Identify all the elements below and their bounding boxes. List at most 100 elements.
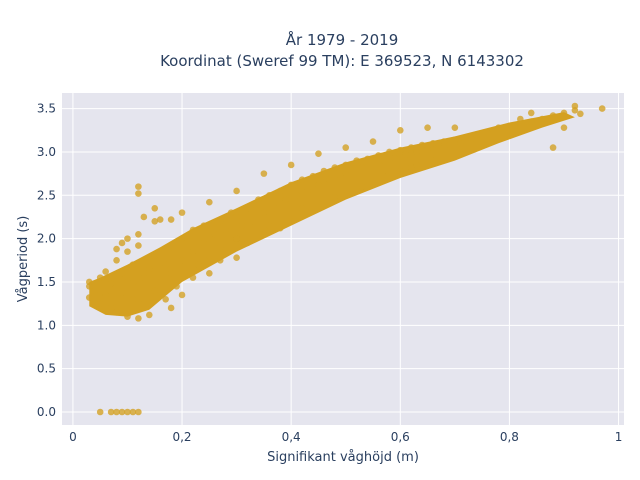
data-point — [146, 311, 153, 319]
data-point — [424, 146, 431, 153]
data-point — [178, 209, 186, 216]
data-point — [189, 248, 197, 255]
data-point — [457, 139, 464, 147]
data-point — [156, 278, 164, 286]
x-tick-label: 0,6 — [391, 430, 410, 444]
data-point — [167, 270, 175, 277]
data-point — [118, 270, 126, 277]
x-axis-title: Signifikant våghöjd (m) — [267, 450, 419, 465]
data-point — [96, 300, 104, 307]
data-point — [102, 268, 109, 275]
data-point — [402, 151, 410, 158]
data-point — [549, 112, 557, 119]
data-point — [276, 224, 284, 232]
data-point — [331, 164, 339, 171]
data-point — [342, 144, 350, 151]
data-point — [151, 287, 159, 294]
data-point — [577, 110, 584, 118]
data-point — [320, 200, 328, 208]
data-point — [309, 172, 317, 180]
data-point — [222, 226, 229, 234]
x-tick-label: 0,8 — [500, 430, 519, 444]
data-point — [124, 235, 131, 242]
data-point — [517, 120, 524, 128]
data-point — [140, 300, 148, 307]
data-point — [135, 190, 142, 197]
density-cloud — [89, 112, 575, 317]
data-point — [118, 239, 126, 247]
data-point — [266, 222, 273, 229]
data-point — [298, 176, 306, 183]
data-point — [326, 176, 333, 183]
data-point — [440, 138, 448, 145]
data-point — [560, 124, 568, 131]
data-point — [320, 167, 328, 175]
data-point — [527, 109, 535, 117]
data-point — [484, 129, 491, 137]
data-point — [156, 216, 164, 223]
data-point — [342, 191, 350, 199]
tick-labels: 0 0,2 0,4 0,6 0,8 1 0.0 0.5 1.0 1.5 2.0 2.5 3.0 3.5 — [37, 102, 622, 444]
x-tick-label: 0 — [69, 430, 77, 444]
data-point — [238, 222, 246, 229]
data-point — [527, 118, 535, 125]
data-point — [571, 102, 579, 110]
y-tick-label: 2.0 — [37, 232, 56, 246]
y-tick-label: 3.0 — [37, 145, 56, 159]
data-point — [167, 216, 175, 223]
data-point — [506, 122, 513, 130]
y-tick-label: 3.5 — [37, 102, 56, 116]
data-point — [113, 245, 120, 253]
data-point — [287, 161, 295, 169]
data-point — [135, 230, 142, 238]
data-point — [538, 115, 546, 123]
data-point — [195, 261, 202, 268]
data-point — [140, 213, 148, 221]
y-tick-label: 2.5 — [37, 188, 56, 202]
data-point — [424, 124, 431, 131]
data-point — [467, 135, 475, 143]
data-point — [107, 280, 115, 288]
data-point — [473, 131, 480, 138]
data-point — [140, 274, 148, 281]
data-point — [342, 161, 350, 169]
data-point — [189, 226, 197, 234]
data-point — [178, 257, 186, 264]
data-point — [407, 144, 415, 151]
data-point — [227, 209, 235, 216]
data-point — [151, 252, 159, 260]
data-point — [429, 157, 437, 164]
data-point — [271, 204, 279, 212]
data-points — [85, 102, 606, 416]
data-point — [96, 274, 104, 281]
data-point — [435, 143, 442, 151]
data-point — [418, 141, 426, 149]
data-point — [233, 235, 240, 242]
data-point — [560, 109, 568, 117]
data-point — [146, 265, 153, 273]
data-point — [260, 170, 268, 177]
data-point — [244, 204, 251, 212]
data-point — [102, 291, 109, 299]
data-point — [255, 196, 262, 203]
data-point — [369, 178, 377, 186]
data-point — [287, 181, 295, 189]
data-point — [162, 261, 169, 268]
data-point — [135, 283, 142, 290]
data-point — [118, 408, 126, 416]
data-point — [451, 124, 459, 131]
data-point — [206, 270, 213, 277]
data-point — [167, 243, 175, 251]
data-point — [189, 274, 197, 281]
data-point — [358, 164, 366, 171]
data-point — [293, 191, 300, 199]
data-point — [233, 254, 240, 261]
data-point — [446, 141, 453, 149]
density-band — [89, 112, 575, 317]
data-point — [244, 239, 251, 247]
data-point — [347, 167, 355, 175]
data-point — [386, 148, 393, 156]
data-point — [304, 187, 311, 195]
